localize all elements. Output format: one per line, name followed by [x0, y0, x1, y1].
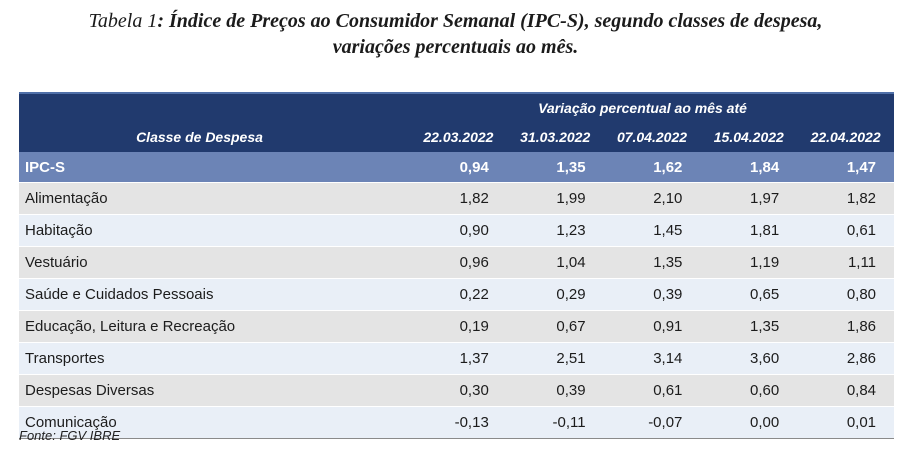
- row-label: Comunicação: [19, 406, 410, 439]
- row-value: 1,62: [603, 152, 701, 183]
- header-row-columns: Classe de Despesa 22.03.2022 31.03.2022 …: [19, 122, 895, 152]
- row-value: 3,60: [700, 342, 798, 375]
- row-label: Transportes: [19, 342, 410, 375]
- row-value: 1,11: [797, 246, 895, 279]
- table-row: Comunicação -0,13 -0,11 -0,07 0,00 0,01: [19, 406, 895, 439]
- header-date: 22.03.2022: [410, 122, 507, 152]
- row-label: Despesas Diversas: [19, 374, 410, 407]
- table-row: Despesas Diversas 0,30 0,39 0,61 0,60 0,84: [19, 374, 895, 407]
- row-value: 1,35: [603, 246, 701, 279]
- header-span-label: Variação percentual ao mês até: [410, 92, 895, 122]
- row-value: 1,45: [603, 214, 701, 247]
- row-value: 1,97: [700, 182, 798, 215]
- row-value: -0,13: [410, 406, 507, 439]
- row-value: 1,47: [797, 152, 895, 183]
- row-value: 0,67: [506, 310, 604, 343]
- row-value: 1,82: [797, 182, 895, 215]
- row-value: 0,00: [700, 406, 798, 439]
- table-row: Vestuário 0,96 1,04 1,35 1,19 1,11: [19, 246, 895, 279]
- row-value: 0,61: [603, 374, 701, 407]
- header-class: Classe de Despesa: [19, 122, 410, 152]
- row-value: 1,86: [797, 310, 895, 343]
- row-value: 1,37: [410, 342, 507, 375]
- header-blank: [19, 92, 410, 122]
- row-label: IPC-S: [19, 152, 410, 183]
- row-label: Saúde e Cuidados Pessoais: [19, 278, 410, 311]
- header-date: 22.04.2022: [797, 122, 895, 152]
- row-label: Habitação: [19, 214, 410, 247]
- row-value: 0,90: [410, 214, 507, 247]
- row-value: 1,35: [700, 310, 798, 343]
- header-date: 07.04.2022: [603, 122, 701, 152]
- row-value: 2,51: [506, 342, 604, 375]
- title-line-2: variações percentuais ao mês.: [332, 36, 579, 58]
- header-row-top: Variação percentual ao mês até: [19, 92, 895, 122]
- row-value: 0,60: [700, 374, 798, 407]
- row-label: Alimentação: [19, 182, 410, 215]
- header-date: 15.04.2022: [700, 122, 798, 152]
- table-row: Educação, Leitura e Recreação 0,19 0,67 0,9…: [19, 310, 895, 343]
- row-value: 1,82: [410, 182, 507, 215]
- row-value: 2,10: [603, 182, 701, 215]
- price-index-table: Variação percentual ao mês até Classe de…: [19, 92, 895, 439]
- title-line-1: Tabela 1: Índice de Preços ao Consumidor…: [0, 8, 911, 34]
- row-value: 0,65: [700, 278, 798, 311]
- table-row: Alimentação 1,82 1,99 2,10 1,97 1,82: [19, 182, 895, 215]
- row-value: 0,29: [506, 278, 604, 311]
- row-value: 1,23: [506, 214, 604, 247]
- row-value: 0,61: [797, 214, 895, 247]
- row-value: 0,19: [410, 310, 507, 343]
- row-label: Educação, Leitura e Recreação: [19, 310, 410, 343]
- row-value: 0,96: [410, 246, 507, 279]
- row-value: 1,99: [506, 182, 604, 215]
- table-row: Habitação 0,90 1,23 1,45 1,81 0,61: [19, 214, 895, 247]
- row-value: 1,35: [506, 152, 604, 183]
- row-value: 2,86: [797, 342, 895, 375]
- row-value: -0,11: [506, 406, 604, 439]
- row-value: 0,39: [603, 278, 701, 311]
- row-value: 3,14: [603, 342, 701, 375]
- header-date: 31.03.2022: [506, 122, 604, 152]
- row-value: 0,94: [410, 152, 507, 183]
- row-value: 1,19: [700, 246, 798, 279]
- table-row-total: IPC-S 0,94 1,35 1,62 1,84 1,47: [19, 152, 895, 183]
- row-value: 0,30: [410, 374, 507, 407]
- row-label: Vestuário: [19, 246, 410, 279]
- row-value: -0,07: [603, 406, 701, 439]
- row-value: 1,81: [700, 214, 798, 247]
- table-row: Saúde e Cuidados Pessoais 0,22 0,29 0,39 0,6…: [19, 278, 895, 311]
- title-prefix: Tabela 1: [88, 10, 158, 32]
- row-value: 0,80: [797, 278, 895, 311]
- row-value: 1,04: [506, 246, 604, 279]
- row-value: 0,39: [506, 374, 604, 407]
- title-text: : Índice de Preços ao Consumidor Semanal…: [157, 10, 823, 32]
- row-value: 0,22: [410, 278, 507, 311]
- table-row: Transportes 1,37 2,51 3,14 3,60 2,86: [19, 342, 895, 375]
- row-value: 0,01: [797, 406, 895, 439]
- row-value: 1,84: [700, 152, 798, 183]
- table-title: Tabela 1: Índice de Preços ao Consumidor…: [0, 8, 911, 60]
- row-value: 0,84: [797, 374, 895, 407]
- row-value: 0,91: [603, 310, 701, 343]
- source-note: Fonte: FGV IBRE: [19, 428, 121, 443]
